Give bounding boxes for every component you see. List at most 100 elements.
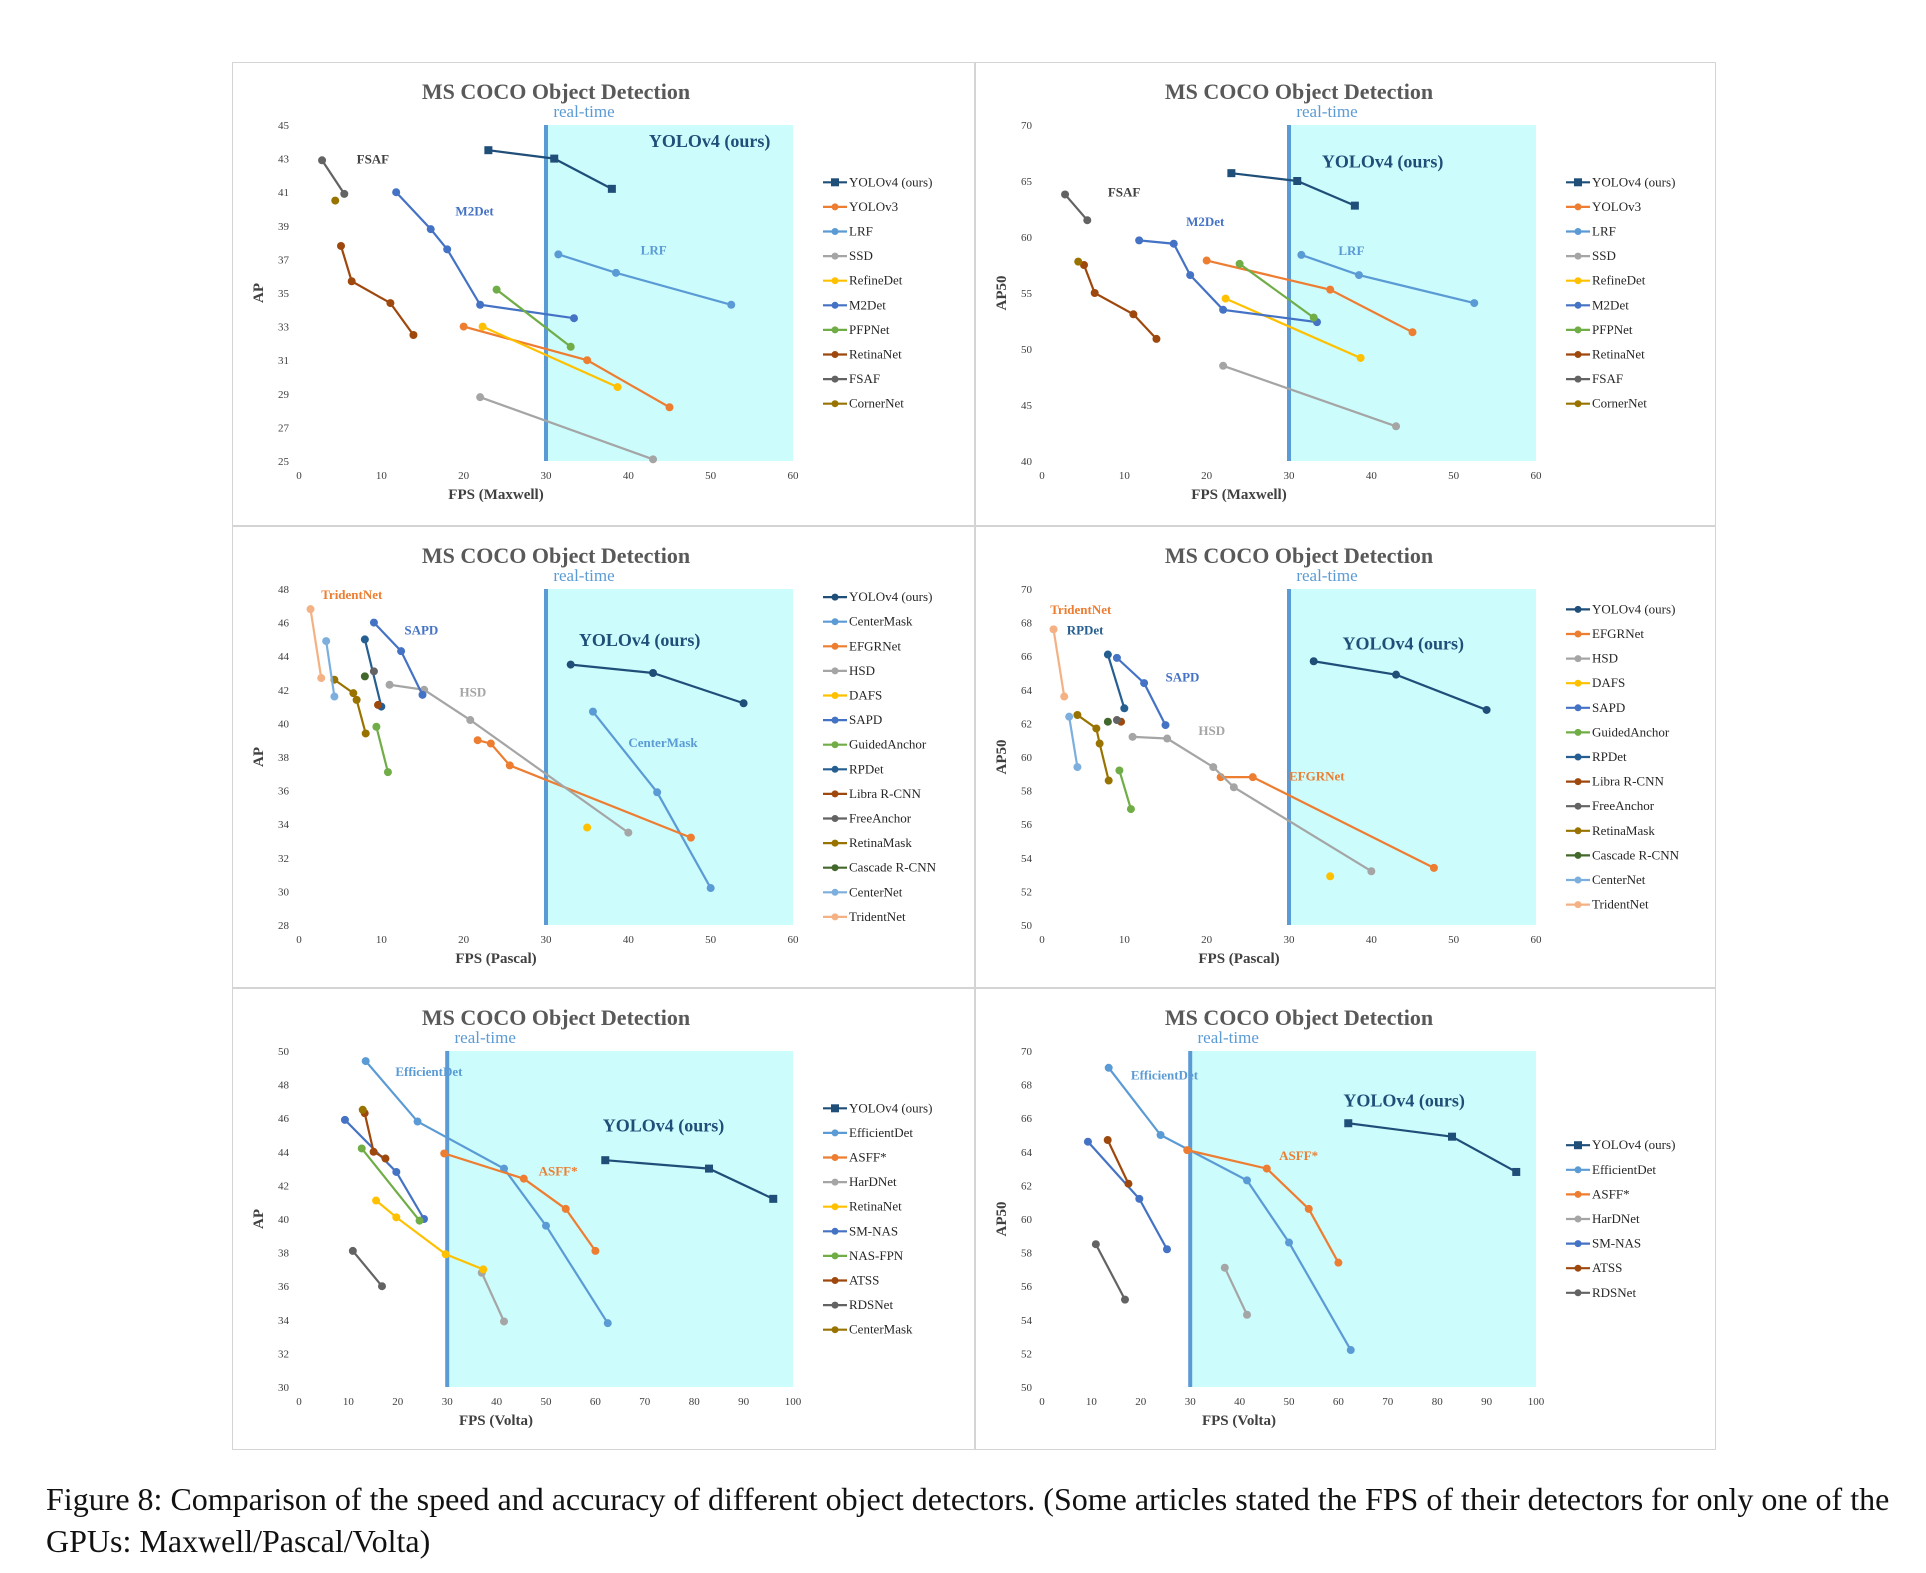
data-point-efficientdet	[1285, 1238, 1293, 1247]
x-tick-label: 0	[1039, 470, 1045, 482]
data-point-m2det	[569, 314, 578, 323]
data-point-yolov4-ours	[1482, 705, 1491, 714]
x-tick-label: 40	[623, 470, 635, 482]
data-point-yolov3	[1202, 256, 1211, 265]
legend-label-sapd: SAPD	[849, 712, 882, 727]
legend-marker-efficientdet	[831, 1129, 839, 1137]
legend-label-lrf: LRF	[849, 224, 873, 239]
legend-label-dafs: DAFS	[849, 688, 882, 703]
data-point-cornernet	[1074, 257, 1083, 266]
y-tick-label: 60	[1021, 1214, 1033, 1226]
legend-label-guidedanchor: GuidedAnchor	[849, 737, 927, 752]
data-point-asff	[519, 1174, 528, 1183]
x-tick-label: 80	[1432, 1396, 1444, 1408]
legend-label-centermask: CenterMask	[849, 614, 913, 629]
data-point-yolov4-ours	[607, 184, 616, 193]
x-tick-label: 70	[1382, 1396, 1394, 1408]
legend-label-guidedanchor: GuidedAnchor	[1592, 724, 1670, 739]
legend-marker-tridentnet	[831, 913, 839, 921]
legend-marker-ssd	[1574, 252, 1582, 260]
legend-marker-retinanet	[831, 351, 839, 358]
annotation-sapd: SAPD	[404, 622, 438, 637]
y-tick-label: 29	[278, 389, 290, 401]
data-point-yolov3	[1326, 285, 1335, 294]
legend-label-efgrnet: EFGRNet	[1592, 626, 1644, 641]
legend-marker-nas-fpn	[831, 1252, 839, 1260]
data-point-guidedanchor	[383, 768, 392, 777]
chart-panel-pascal-ap50: MS COCO Object Detection real-time 50 52 54 5…	[976, 527, 1716, 989]
annotation-hsd: HSD	[1198, 723, 1225, 738]
legend-marker-refinedet	[1574, 277, 1582, 285]
y-tick-label: 70	[1021, 120, 1033, 132]
data-point-lrf	[611, 268, 620, 277]
legend-marker-sm-nas	[831, 1227, 839, 1235]
data-point-hsd	[1163, 734, 1172, 743]
data-point-rpdet	[360, 635, 369, 644]
data-point-hsd	[624, 828, 633, 837]
panel-divider-vertical	[974, 63, 976, 1449]
data-point-yolov4-ours	[550, 154, 559, 163]
legend-marker-retinanet	[1574, 351, 1582, 358]
data-point-guidedanchor	[1126, 805, 1135, 814]
data-point-hsd	[1128, 732, 1137, 741]
y-tick-label: 39	[278, 221, 290, 233]
legend-marker-sapd	[831, 716, 839, 724]
x-tick-label: 20	[458, 470, 470, 482]
legend-marker-atss	[831, 1277, 839, 1284]
x-tick-label: 60	[1531, 934, 1543, 946]
series-line-refinedet	[1225, 297, 1362, 359]
series-line-rpdet	[1106, 654, 1126, 709]
data-point-sm-nas	[392, 1167, 401, 1176]
x-tick-label: 70	[639, 1396, 651, 1408]
y-tick-label: 30	[278, 1382, 290, 1394]
legend-marker-cascade-r-cnn	[831, 864, 839, 872]
x-tick-label: 0	[296, 1396, 302, 1408]
data-point-lrf	[1297, 250, 1306, 259]
legend-marker-pfpnet	[831, 326, 839, 334]
realtime-region	[1289, 125, 1536, 461]
legend-label-fsaf: FSAF	[1592, 371, 1623, 386]
y-tick-label: 60	[1021, 232, 1033, 244]
data-point-retinanet	[347, 277, 356, 286]
legend-marker-hsd	[831, 667, 839, 675]
legend-label-freeanchor: FreeAnchor	[1592, 798, 1655, 813]
y-tick-label: 54	[1021, 853, 1033, 865]
data-point-efficientdet	[500, 1164, 509, 1173]
data-point-efficientdet	[542, 1221, 550, 1230]
series-line-hsd	[389, 683, 629, 834]
legend-marker-atss	[1574, 1264, 1582, 1272]
legend-label-hsd: HSD	[849, 663, 875, 678]
legend-label-yolov4-ours: YOLOv4 (ours)	[1592, 1137, 1675, 1152]
y-tick-label: 32	[278, 853, 289, 865]
data-point-fsaf	[340, 189, 349, 198]
data-point-efgrnet	[505, 761, 514, 770]
realtime-label: real-time	[553, 566, 614, 585]
realtime-label: real-time	[553, 102, 614, 121]
data-point-tridentnet	[317, 674, 326, 683]
data-point-dafs	[1326, 872, 1335, 881]
data-point-tridentnet	[1049, 625, 1058, 634]
data-point-rdsnet	[1091, 1240, 1100, 1249]
figure-caption: Figure 8: Comparison of the speed and ac…	[46, 1481, 1890, 1559]
data-point-sapd	[1161, 721, 1170, 730]
legend-label-hsd: HSD	[1592, 651, 1618, 666]
x-tick-label: 20	[1201, 470, 1213, 482]
legend-label-yolov4-ours: YOLOv4 (ours)	[1592, 174, 1675, 189]
series-line-refinedet	[482, 325, 619, 389]
data-point-yolov3	[1408, 328, 1417, 337]
chart-title: MS COCO Object Detection	[1165, 1005, 1433, 1030]
x-tick-label: 40	[1234, 1396, 1246, 1408]
series-line-fsaf	[321, 159, 346, 195]
x-axis-title: FPS (Maxwell)	[448, 487, 543, 503]
data-point-centermask	[706, 884, 715, 893]
legend-marker-libra-r-cnn	[1574, 778, 1582, 786]
legend-label-retinamask: RetinaMask	[1592, 823, 1655, 838]
chart-title: MS COCO Object Detection	[422, 543, 690, 568]
legend-label-atss: ATSS	[1592, 1260, 1622, 1275]
data-point-asff	[440, 1149, 449, 1158]
legend-label-yolov3: YOLOv3	[849, 199, 898, 214]
data-point-sapd	[418, 690, 427, 699]
data-point-hsd	[1367, 867, 1376, 876]
annotation-efficientdet: EfficientDet	[395, 1064, 463, 1079]
series-line-retinanet	[375, 1199, 484, 1271]
